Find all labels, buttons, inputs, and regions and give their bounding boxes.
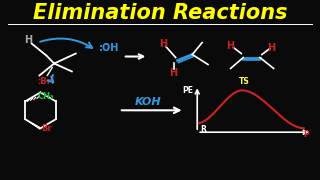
Text: P: P <box>303 130 309 139</box>
Text: PE: PE <box>182 86 193 95</box>
Text: Elimination Reactions: Elimination Reactions <box>33 3 287 23</box>
Text: KOH: KOH <box>135 97 162 107</box>
Text: :Br:: :Br: <box>37 77 54 86</box>
Text: ..: .. <box>103 40 108 46</box>
Text: H: H <box>169 68 177 78</box>
Text: Br: Br <box>42 124 52 133</box>
Text: TS: TS <box>239 77 250 86</box>
Text: :OH: :OH <box>99 42 119 53</box>
Text: H: H <box>227 40 235 51</box>
Text: H: H <box>159 39 167 49</box>
Text: H: H <box>24 35 32 45</box>
Text: CH₃: CH₃ <box>37 92 54 101</box>
Text: H: H <box>268 42 276 53</box>
Text: R: R <box>200 125 206 134</box>
Polygon shape <box>25 119 40 129</box>
